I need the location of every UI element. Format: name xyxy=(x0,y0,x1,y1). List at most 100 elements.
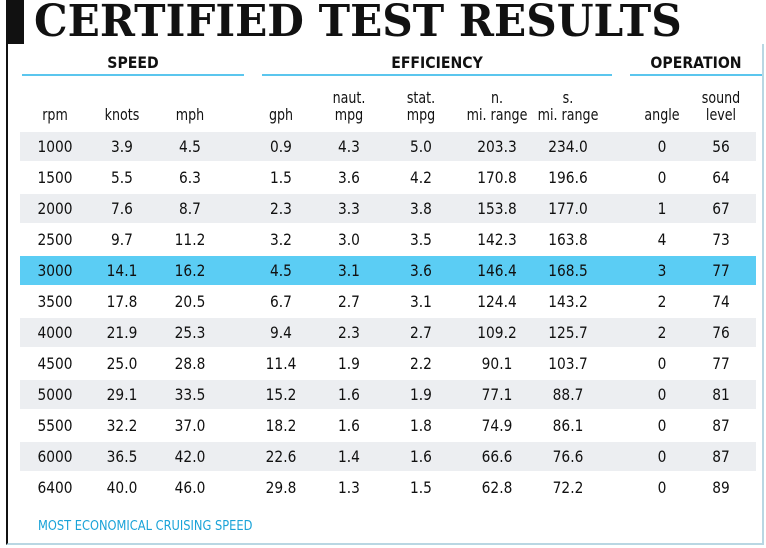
column-header-gph: gph xyxy=(268,105,294,124)
cell-stat-mpg: 3.6 xyxy=(410,261,432,280)
table-row: 4000 21.9 25.3 9.4 2.3 2.7 109.2 125.7 2 76 xyxy=(20,318,756,347)
cell-angle: 0 xyxy=(657,137,667,156)
cell-sound-level: 89 xyxy=(712,478,730,497)
column-header-knots: knots xyxy=(104,105,140,124)
cell-gph: 11.4 xyxy=(265,354,297,373)
cell-s-mi-range: 125.7 xyxy=(548,323,588,342)
cell-naut-mpg: 3.6 xyxy=(338,168,360,187)
cell-naut-mpg: 1.3 xyxy=(338,478,360,497)
cell-knots: 9.7 xyxy=(111,230,133,249)
cell-rpm: 1000 xyxy=(37,137,73,156)
table-row: 6000 36.5 42.0 22.6 1.4 1.6 66.6 76.6 0 87 xyxy=(20,442,756,471)
column-header-n-mi-range: n. mi. range xyxy=(466,88,528,124)
cell-stat-mpg: 4.2 xyxy=(410,168,432,187)
cell-mph: 11.2 xyxy=(174,230,206,249)
cell-gph: 2.3 xyxy=(270,199,292,218)
page-title: CERTIFIED TEST RESULTS xyxy=(34,0,682,47)
cell-naut-mpg: 1.9 xyxy=(338,354,360,373)
table-row: 2000 7.6 8.7 2.3 3.3 3.8 153.8 177.0 1 67 xyxy=(20,194,756,223)
cell-sound-level: 87 xyxy=(712,416,730,435)
cell-mph: 4.5 xyxy=(179,137,201,156)
cell-gph: 3.2 xyxy=(270,230,292,249)
table-row: 1000 3.9 4.5 0.9 4.3 5.0 203.3 234.0 0 56 xyxy=(20,132,756,161)
cell-angle: 2 xyxy=(657,323,667,342)
cell-mph: 42.0 xyxy=(174,447,206,466)
cell-mph: 33.5 xyxy=(174,385,206,404)
column-header-s-mi-range: s. mi. range xyxy=(537,88,599,124)
cell-angle: 0 xyxy=(657,478,667,497)
results-table-frame xyxy=(6,44,764,545)
cell-naut-mpg: 2.3 xyxy=(338,323,360,342)
cell-sound-level: 76 xyxy=(712,323,730,342)
group-rule-efficiency xyxy=(262,74,612,76)
cell-sound-level: 87 xyxy=(712,447,730,466)
cell-angle: 0 xyxy=(657,447,667,466)
cell-naut-mpg: 3.3 xyxy=(338,199,360,218)
group-rule-speed xyxy=(22,74,244,76)
cell-stat-mpg: 3.8 xyxy=(410,199,432,218)
cell-gph: 15.2 xyxy=(265,385,297,404)
cell-s-mi-range: 177.0 xyxy=(548,199,588,218)
title-accent-bar xyxy=(6,0,24,44)
cell-rpm: 2500 xyxy=(37,230,73,249)
column-header-sound-level: sound level xyxy=(701,88,741,124)
cell-angle: 0 xyxy=(657,354,667,373)
cell-stat-mpg: 1.5 xyxy=(410,478,432,497)
table-row: 5000 29.1 33.5 15.2 1.6 1.9 77.1 88.7 0 81 xyxy=(20,380,756,409)
cell-knots: 36.5 xyxy=(106,447,138,466)
cell-sound-level: 73 xyxy=(712,230,730,249)
cell-knots: 14.1 xyxy=(106,261,138,280)
cell-rpm: 6400 xyxy=(37,478,73,497)
cell-knots: 32.2 xyxy=(106,416,138,435)
column-header-naut-mpg: naut. mpg xyxy=(332,88,366,124)
cell-n-mi-range: 74.9 xyxy=(481,416,513,435)
cell-gph: 6.7 xyxy=(270,292,292,311)
cell-mph: 6.3 xyxy=(179,168,201,187)
cell-sound-level: 77 xyxy=(712,354,730,373)
cell-stat-mpg: 5.0 xyxy=(410,137,432,156)
group-rule-operation xyxy=(630,74,762,76)
cell-rpm: 4500 xyxy=(37,354,73,373)
cell-n-mi-range: 170.8 xyxy=(477,168,517,187)
cell-stat-mpg: 2.2 xyxy=(410,354,432,373)
cell-s-mi-range: 76.6 xyxy=(552,447,584,466)
cell-rpm: 6000 xyxy=(37,447,73,466)
cell-gph: 9.4 xyxy=(270,323,292,342)
cell-gph: 4.5 xyxy=(270,261,292,280)
cell-mph: 20.5 xyxy=(174,292,206,311)
group-header-speed: SPEED xyxy=(107,53,159,72)
cell-stat-mpg: 1.8 xyxy=(410,416,432,435)
cell-gph: 29.8 xyxy=(265,478,297,497)
footnote: MOST ECONOMICAL CRUISING SPEED xyxy=(38,519,253,534)
cell-s-mi-range: 168.5 xyxy=(548,261,588,280)
cell-n-mi-range: 153.8 xyxy=(477,199,517,218)
column-header-rpm: rpm xyxy=(42,105,68,124)
column-header-mph: mph xyxy=(175,105,205,124)
cell-naut-mpg: 1.4 xyxy=(338,447,360,466)
cell-rpm: 5500 xyxy=(37,416,73,435)
column-header-stat-mpg: stat. mpg xyxy=(406,88,436,124)
cell-s-mi-range: 234.0 xyxy=(548,137,588,156)
group-header-efficiency: EFFICIENCY xyxy=(391,53,483,72)
cell-knots: 3.9 xyxy=(111,137,133,156)
cell-angle: 0 xyxy=(657,416,667,435)
cell-mph: 8.7 xyxy=(179,199,201,218)
cell-n-mi-range: 62.8 xyxy=(481,478,513,497)
cell-knots: 17.8 xyxy=(106,292,138,311)
table-row-highlighted: 3000 14.1 16.2 4.5 3.1 3.6 146.4 168.5 3 77 xyxy=(20,256,756,285)
cell-n-mi-range: 146.4 xyxy=(477,261,517,280)
cell-rpm: 1500 xyxy=(37,168,73,187)
cell-stat-mpg: 1.9 xyxy=(410,385,432,404)
cell-n-mi-range: 142.3 xyxy=(477,230,517,249)
cell-s-mi-range: 72.2 xyxy=(552,478,584,497)
cell-angle: 0 xyxy=(657,385,667,404)
cell-naut-mpg: 3.1 xyxy=(338,261,360,280)
cell-mph: 37.0 xyxy=(174,416,206,435)
cell-naut-mpg: 1.6 xyxy=(338,416,360,435)
cell-stat-mpg: 1.6 xyxy=(410,447,432,466)
cell-sound-level: 67 xyxy=(712,199,730,218)
cell-knots: 40.0 xyxy=(106,478,138,497)
cell-stat-mpg: 3.5 xyxy=(410,230,432,249)
cell-sound-level: 64 xyxy=(712,168,730,187)
table-row: 2500 9.7 11.2 3.2 3.0 3.5 142.3 163.8 4 73 xyxy=(20,225,756,254)
